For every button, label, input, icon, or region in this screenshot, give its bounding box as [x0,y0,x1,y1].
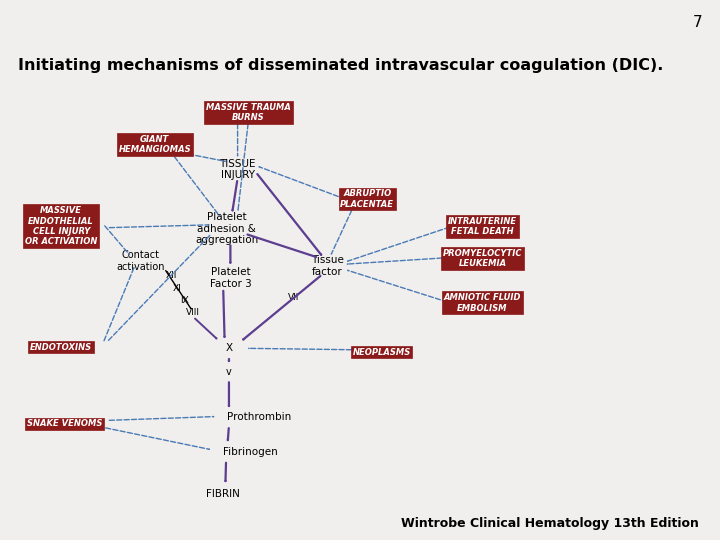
Text: Contact
activation: Contact activation [116,250,165,272]
Text: IX: IX [180,296,189,305]
Text: Wintrobe Clinical Hematology 13th Edition: Wintrobe Clinical Hematology 13th Editio… [400,517,698,530]
Text: MASSIVE
ENDOTHELIAL
CELL INJURY
OR ACTIVATION: MASSIVE ENDOTHELIAL CELL INJURY OR ACTIV… [25,206,97,246]
Text: Platelet
adhesion &
aggregation: Platelet adhesion & aggregation [195,212,258,245]
Text: SNAKE VENOMS: SNAKE VENOMS [27,420,102,428]
Text: VIII: VIII [186,308,199,317]
Text: FIBRIN: FIBRIN [206,489,240,499]
Text: Tissue
factor: Tissue factor [311,255,344,276]
Text: 7: 7 [693,16,702,30]
Text: NEOPLASMS: NEOPLASMS [353,348,410,357]
Text: Prothrombin: Prothrombin [227,413,291,422]
Text: AMNIOTIC FLUID
EMBOLISM: AMNIOTIC FLUID EMBOLISM [444,293,521,313]
Text: TISSUE
INJURY: TISSUE INJURY [220,159,256,180]
Text: Platelet
Factor 3: Platelet Factor 3 [210,267,251,289]
Text: v: v [226,367,232,377]
Text: XI: XI [173,284,181,293]
Text: X: X [225,343,233,353]
Text: INTRAUTERINE
FETAL DEATH: INTRAUTERINE FETAL DEATH [448,217,517,236]
Text: GIANT
HEMANGIOMAS: GIANT HEMANGIOMAS [119,135,191,154]
Text: XII: XII [166,271,177,280]
Text: Fibrinogen: Fibrinogen [223,447,278,457]
Text: VII: VII [288,293,300,302]
Text: ABRUPTIO
PLACENTAE: ABRUPTIO PLACENTAE [340,190,395,209]
Text: PROMYELOCYTIC
LEUKEMIA: PROMYELOCYTIC LEUKEMIA [443,248,522,268]
Text: MASSIVE TRAUMA
BURNS: MASSIVE TRAUMA BURNS [206,103,291,122]
Text: ENDOTOXINS: ENDOTOXINS [30,343,92,352]
Text: Initiating mechanisms of disseminated intravascular coagulation (DIC).: Initiating mechanisms of disseminated in… [18,58,663,73]
